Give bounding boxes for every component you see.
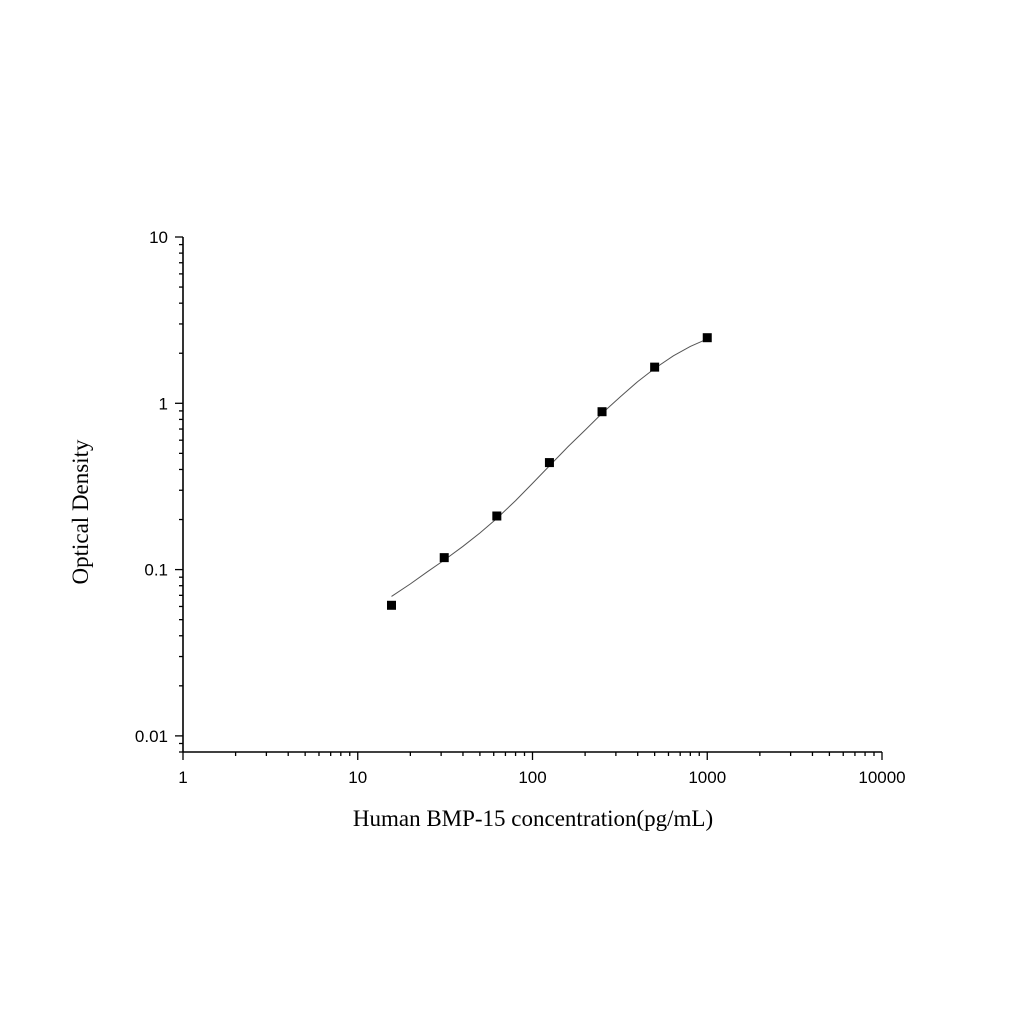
- y-axis-title: Optical Density: [68, 439, 93, 584]
- data-point: [544, 458, 554, 468]
- x-axis: 1 10 100 1000 10000: [178, 751, 906, 787]
- fit-curve: [391, 338, 708, 597]
- y-tick-label: 1: [159, 394, 168, 413]
- plot-area: [386, 333, 712, 610]
- x-tick-label: 1: [178, 768, 187, 787]
- data-point: [597, 407, 607, 417]
- y-axis: 0.01 0.1 1 10: [135, 228, 184, 753]
- x-axis-title: Human BMP-15 concentration(pg/mL): [353, 806, 713, 831]
- data-point: [439, 553, 449, 563]
- data-point: [492, 511, 502, 521]
- x-tick-label: 100: [518, 768, 546, 787]
- y-tick-label: 0.1: [144, 561, 168, 580]
- data-point: [650, 362, 660, 372]
- y-tick-label: 10: [149, 228, 168, 247]
- x-tick-label: 1000: [688, 768, 726, 787]
- x-tick-label: 10: [348, 768, 367, 787]
- data-point: [386, 600, 396, 610]
- x-tick-label: 10000: [858, 768, 905, 787]
- data-point: [702, 333, 712, 343]
- y-tick-label: 0.01: [135, 727, 168, 746]
